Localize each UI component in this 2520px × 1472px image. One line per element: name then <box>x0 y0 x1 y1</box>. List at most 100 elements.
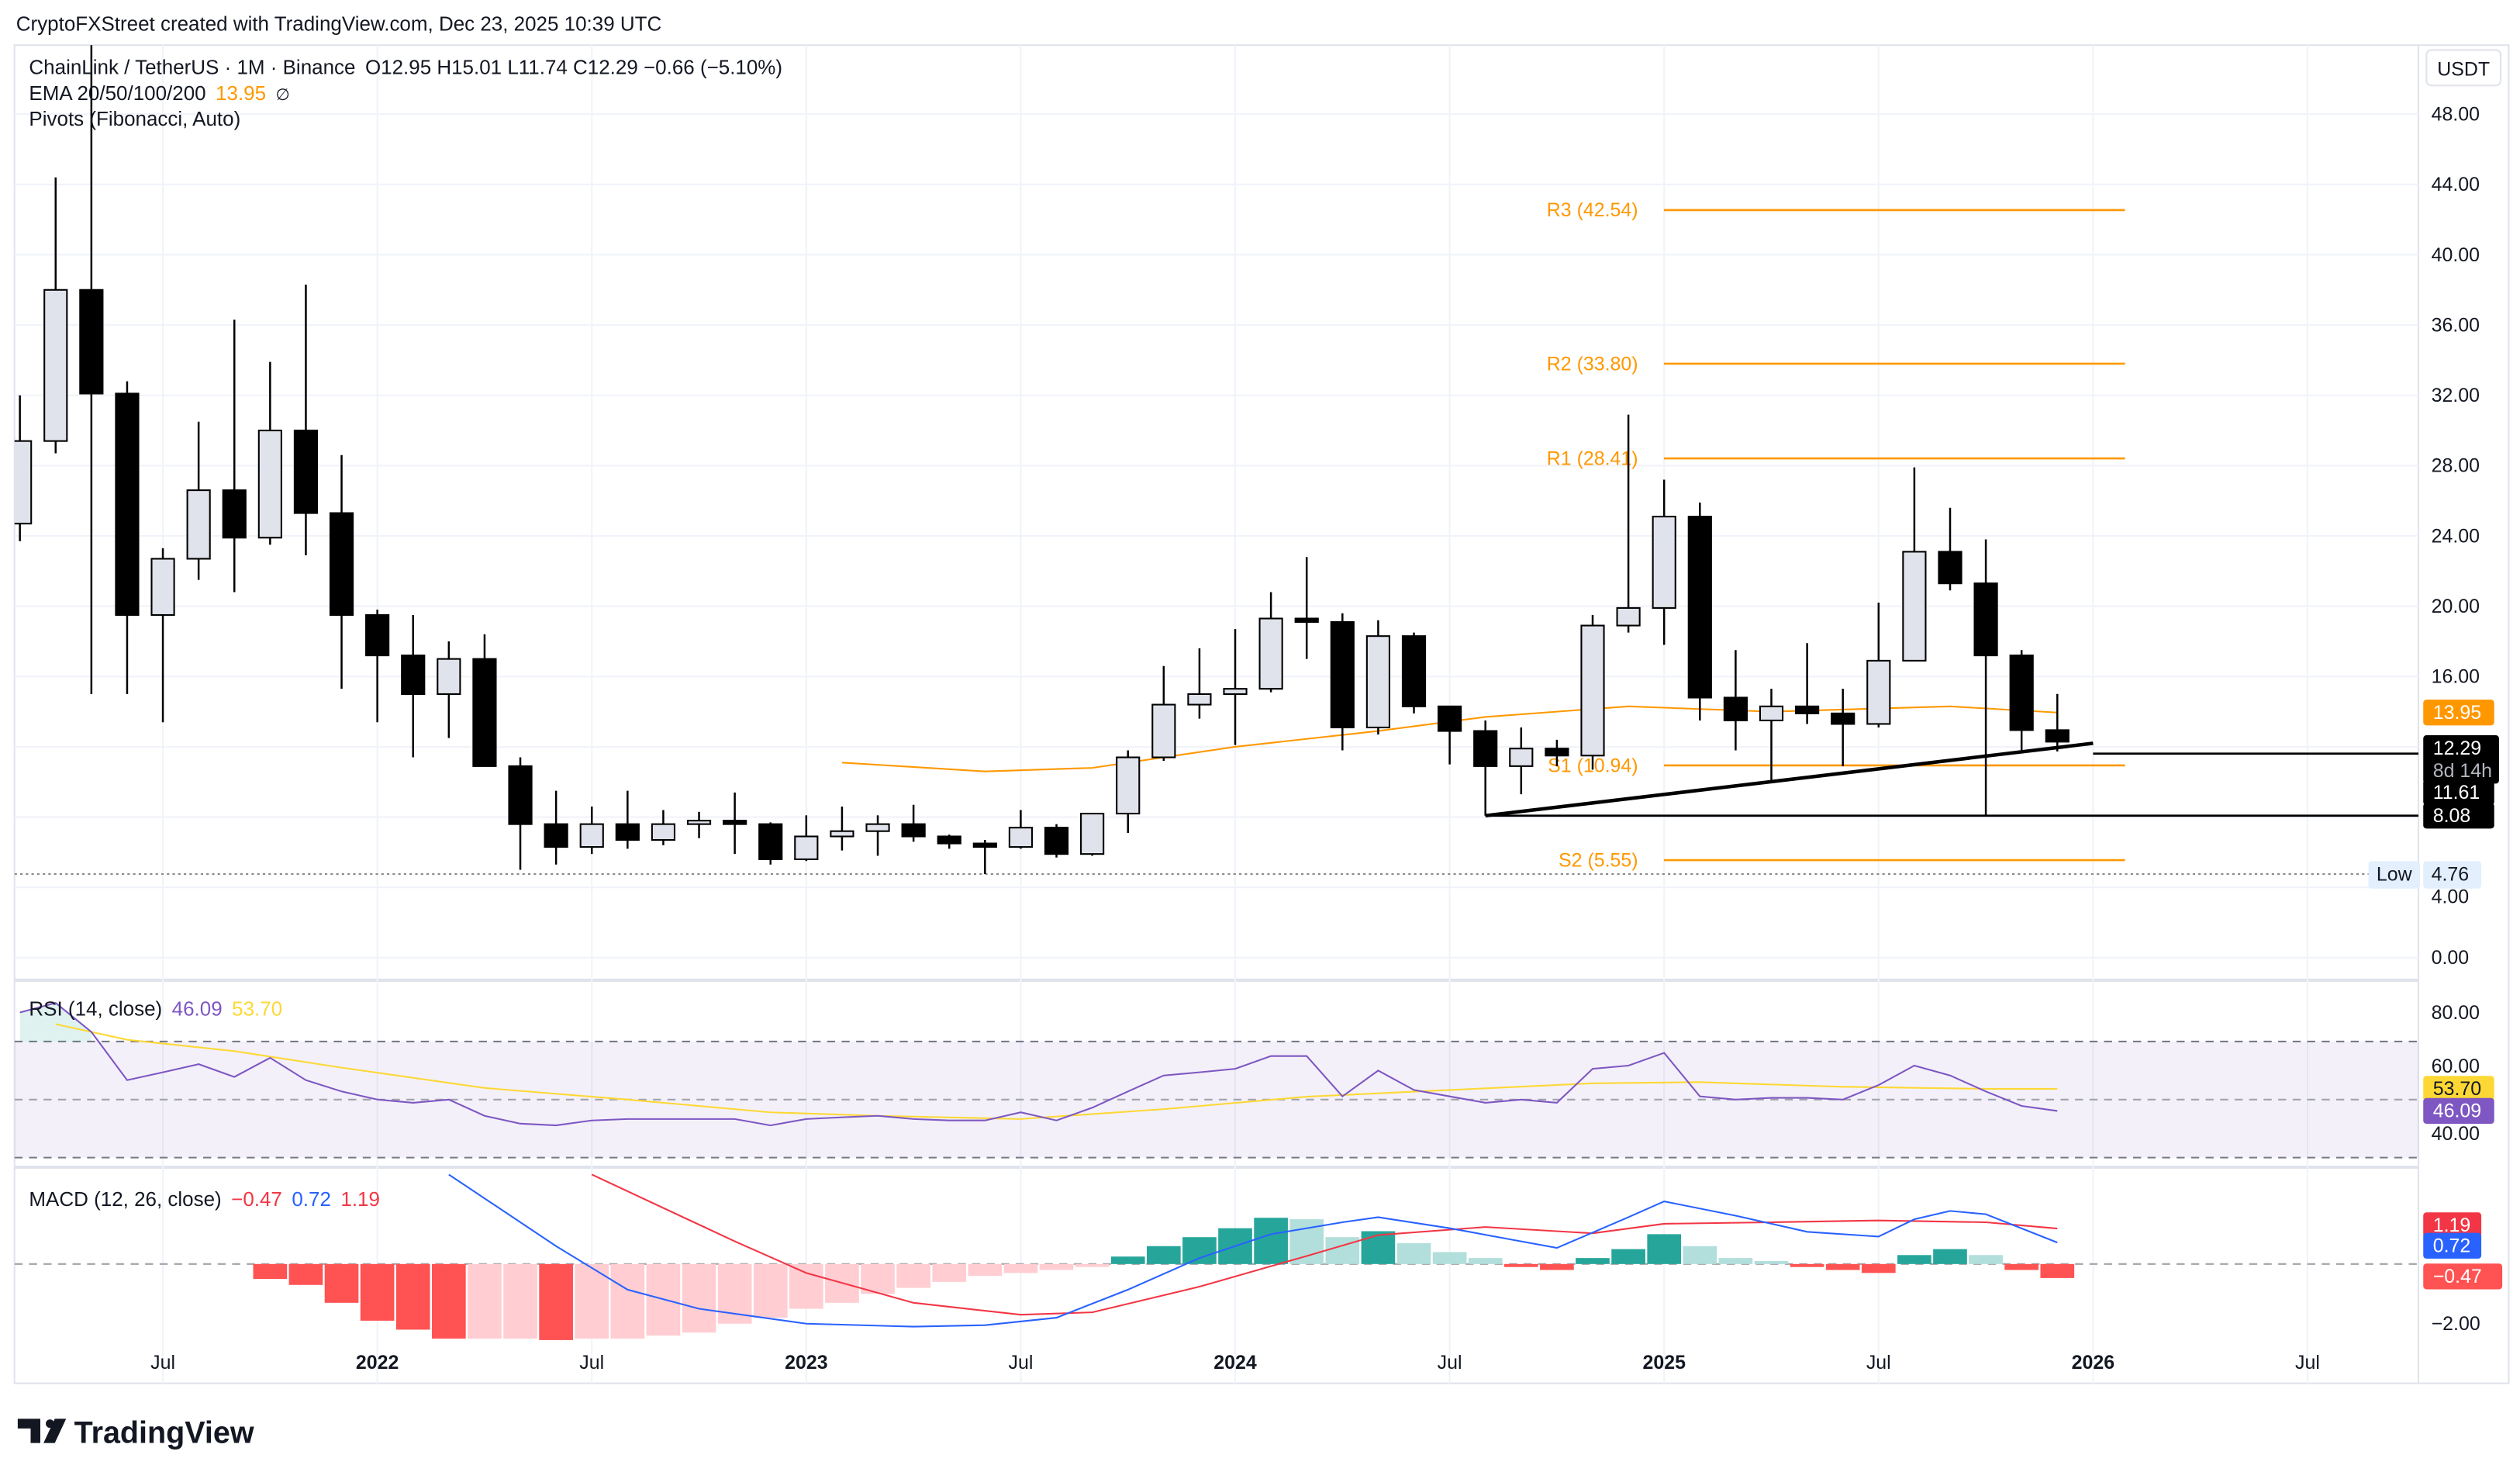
candle-body <box>1080 812 1105 855</box>
x-tick-label: Jul <box>1438 1352 1462 1374</box>
macd-histogram-bar <box>1933 1249 1967 1264</box>
macd-histogram-bar <box>682 1263 716 1333</box>
candle <box>1902 467 1927 662</box>
rsi-legend[interactable]: RSI (14, close) 46.09 53.70 <box>29 997 282 1021</box>
macd-signal-value: 1.19 <box>340 1187 380 1211</box>
candle-body <box>1723 696 1748 721</box>
candle-body <box>1294 617 1319 624</box>
macd-histogram-bar <box>789 1263 823 1309</box>
y-tick-label: 24.00 <box>2432 525 2480 547</box>
price-pane[interactable]: R3 (42.54)R2 (33.80)R1 (28.41)S1 (10.94)… <box>9 28 2419 876</box>
price-label-bg <box>2423 779 2494 806</box>
candle <box>1687 502 1712 720</box>
macd-histogram-bar <box>1540 1263 1574 1270</box>
price-label: 11.61 <box>2433 782 2480 803</box>
candle <box>1080 812 1105 856</box>
candle <box>544 790 568 865</box>
legend-row-ema[interactable]: EMA 20/50/100/200 13.95 ∅ <box>29 81 289 105</box>
low-label: Low <box>2377 863 2413 885</box>
macd-histogram-bar <box>575 1263 609 1339</box>
pivots-label[interactable]: Pivots (Fibonacci, Auto) <box>29 107 240 130</box>
macd-pane[interactable] <box>14 1173 2419 1340</box>
candle-body <box>686 820 712 825</box>
price-label-bg <box>2423 735 2499 784</box>
candle-body <box>1509 748 1534 767</box>
candle-body <box>651 823 676 841</box>
candle-body <box>758 823 783 860</box>
macd-hist-value: −0.47 <box>231 1187 282 1211</box>
candle <box>14 395 33 541</box>
candle <box>1866 603 1891 728</box>
countdown-label: 8d 14h <box>2433 760 2492 782</box>
macd-histogram-bar <box>896 1263 930 1288</box>
macd-histogram-bar <box>968 1263 1003 1277</box>
candle <box>1223 629 1248 745</box>
candle <box>115 381 140 694</box>
candle-body <box>1365 635 1391 729</box>
candle-body <box>1687 516 1712 699</box>
candle-body <box>1580 624 1605 757</box>
candle <box>257 361 282 545</box>
tradingview-logo[interactable]: TradingView <box>17 1416 254 1450</box>
rsi-ma-line <box>55 1023 2058 1120</box>
candle <box>972 840 997 874</box>
candle <box>1938 507 1962 591</box>
candle-body <box>579 823 604 848</box>
macd-histogram-bar <box>1576 1258 1610 1264</box>
x-tick-label: 2024 <box>1213 1352 1257 1374</box>
candle-body <box>1902 551 1927 662</box>
candle <box>1401 632 1427 714</box>
macd-histogram-bar <box>1003 1263 1038 1273</box>
candle-body <box>365 613 390 657</box>
macd-line <box>448 1173 2058 1328</box>
candle-body <box>79 289 104 395</box>
candle <box>1652 479 1676 645</box>
currency-button[interactable] <box>2425 49 2502 87</box>
candle-body <box>1866 659 1891 725</box>
candle <box>901 804 926 842</box>
candle <box>1116 750 1141 833</box>
macd-legend[interactable]: MACD (12, 26, close) −0.47 0.72 1.19 <box>29 1187 380 1211</box>
candle <box>472 634 497 767</box>
candle-body <box>723 820 747 825</box>
candle-body <box>1545 748 1569 757</box>
y-tick-label: 32.00 <box>2432 385 2480 406</box>
macd-histogram-bar <box>1683 1246 1717 1264</box>
price-label-bg <box>2423 803 2494 829</box>
macd-histogram-bar <box>2004 1263 2039 1270</box>
macd-histogram-bar <box>1182 1237 1217 1264</box>
candle <box>615 790 640 849</box>
candle-body <box>1044 827 1069 855</box>
rsi-pane[interactable] <box>14 1002 2419 1159</box>
macd-histogram-bar <box>1790 1263 1824 1267</box>
y-tick-label: 48.00 <box>2432 104 2480 126</box>
candle-body <box>43 289 68 442</box>
y-tick-label: 28.00 <box>2432 455 2480 477</box>
x-tick-label: Jul <box>579 1352 604 1374</box>
candle-body <box>401 655 426 695</box>
candle-body <box>1258 617 1283 690</box>
candle-body <box>329 512 354 617</box>
candle-body <box>1795 705 1820 714</box>
price-label-bg <box>2423 700 2494 726</box>
rsi-price-label: 53.70 <box>2433 1078 2481 1100</box>
symbol-label[interactable]: ChainLink / TetherUS · 1M · Binance <box>29 56 355 79</box>
x-tick-label: Jul <box>1008 1352 1033 1374</box>
candle-body <box>508 765 533 825</box>
candle <box>150 548 175 723</box>
x-tick-label: 2026 <box>2072 1352 2114 1374</box>
candle-body <box>1438 705 1462 732</box>
candle <box>1545 739 1569 766</box>
macd-histogram-bar <box>1969 1255 2003 1264</box>
candle <box>329 454 354 689</box>
macd-price-label-bg <box>2423 1232 2482 1259</box>
macd-histogram-bar <box>1254 1218 1288 1264</box>
macd-histogram-bar <box>1075 1263 1110 1267</box>
macd-histogram-bar <box>1325 1237 1360 1264</box>
candle <box>686 811 712 838</box>
candle-body <box>1759 705 1784 721</box>
x-tick-label: 2023 <box>785 1352 827 1374</box>
macd-histogram-bar <box>253 1263 288 1280</box>
candle <box>579 806 604 855</box>
